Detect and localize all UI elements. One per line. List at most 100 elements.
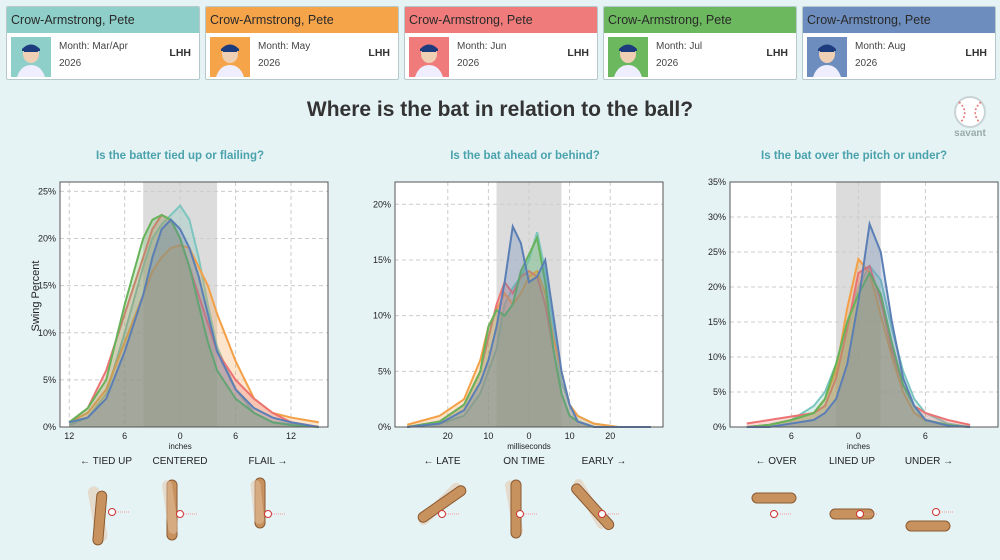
player-headshot — [210, 37, 250, 77]
x-tick-label: 6 — [122, 431, 127, 441]
y-tick-label: 10% — [373, 311, 391, 321]
card-month: Month: Mar/Apr — [59, 41, 128, 52]
player-headshot — [608, 37, 648, 77]
player-card-aug[interactable]: Crow-Armstrong, Pete Month: Aug 2026 LHH — [802, 6, 996, 80]
y-tick-label: 20% — [38, 234, 56, 244]
y-tick-label: 25% — [708, 247, 726, 257]
card-handedness: LHH — [567, 47, 589, 59]
plot-frame — [394, 181, 664, 428]
player-card-jun[interactable]: Crow-Armstrong, Pete Month: Jun 2026 LHH — [404, 6, 598, 80]
series-line-4 — [407, 223, 651, 428]
card-year: 2026 — [258, 58, 281, 69]
x-tick-label: 10 — [483, 431, 493, 441]
y-tick-label: 0% — [43, 422, 56, 432]
caption-tied-up: ← TIED UP — [79, 456, 133, 467]
plot-frame — [729, 181, 999, 428]
y-tick-label: 15% — [373, 255, 391, 265]
card-month: Month: Jun — [457, 41, 507, 52]
player-cards: Crow-Armstrong, Pete Month: Mar/Apr 2026… — [6, 6, 996, 80]
chart-title-ahead-behind: Is the bat ahead or behind? — [450, 150, 600, 162]
card-header: Crow-Armstrong, Pete — [7, 7, 199, 33]
x-axis-label: inches — [847, 442, 870, 451]
y-tick-label: 10% — [38, 328, 56, 338]
y-tick-label: 5% — [43, 375, 56, 385]
card-month: Month: Aug — [855, 41, 906, 52]
bat-early-illustration — [571, 479, 620, 531]
bat-on-time-illustration — [505, 479, 538, 539]
bat-late-illustration — [417, 482, 467, 526]
y-tick-label: 25% — [38, 186, 56, 196]
chart-tied-up-flailing: 0% 5% 10% 15% 20% 25% 12 6 0 6 12 inches — [38, 181, 329, 451]
player-card-jul[interactable]: Crow-Armstrong, Pete Month: Jul 2026 LHH — [603, 6, 797, 80]
card-handedness: LHH — [368, 47, 390, 59]
y-tick-label: 20% — [373, 199, 391, 209]
series-line-1 — [406, 269, 651, 428]
caption-lined-up: LINED UP — [828, 456, 876, 467]
series-area-3 — [69, 214, 319, 427]
bat-flail-illustration — [250, 477, 286, 529]
series-line-4 — [68, 218, 319, 428]
series-area-1 — [69, 245, 319, 427]
bat-tied-up-illustration — [87, 486, 130, 546]
series-line-3 — [68, 213, 319, 428]
caption-over: ← OVER — [755, 456, 797, 467]
x-tick-label: 0 — [856, 431, 861, 441]
y-tick-label: 5% — [713, 387, 726, 397]
baseball-logo-icon[interactable] — [948, 88, 992, 140]
bat-over-illustration — [751, 492, 797, 518]
bat-lined-up-illustration — [829, 508, 878, 520]
series-area-4 — [69, 219, 319, 427]
card-month: Month: Jul — [656, 41, 703, 52]
series-area-2 — [746, 266, 971, 427]
card-header: Crow-Armstrong, Pete — [405, 7, 597, 33]
caption-under: UNDER → — [904, 456, 954, 467]
bat-centered-illustration — [162, 479, 198, 541]
chart-over-under: 0% 5% 10% 15% 20% 25% 30% 35% 6 0 6 inches — [708, 177, 999, 451]
caption-flail: FLAIL → — [248, 456, 288, 467]
y-tick-label: 15% — [38, 281, 56, 291]
player-headshot — [409, 37, 449, 77]
series-area-4 — [407, 226, 651, 427]
card-header: Crow-Armstrong, Pete — [803, 7, 995, 33]
series-area-0 — [69, 205, 319, 427]
card-header: Crow-Armstrong, Pete — [206, 7, 398, 33]
card-header: Crow-Armstrong, Pete — [604, 7, 796, 33]
card-handedness: LHH — [766, 47, 788, 59]
card-handedness: LHH — [965, 47, 987, 59]
series-area-4 — [746, 224, 971, 427]
chart-title-over-under: Is the bat over the pitch or under? — [761, 150, 947, 162]
page-title: Where is the bat in relation to the ball… — [306, 98, 694, 121]
x-tick-label: 20 — [443, 431, 453, 441]
player-headshot — [11, 37, 51, 77]
series-area-3 — [746, 273, 971, 427]
series-area-2 — [407, 271, 651, 427]
y-tick-label: 30% — [708, 212, 726, 222]
player-card-mar-apr[interactable]: Crow-Armstrong, Pete Month: Mar/Apr 2026… — [6, 6, 200, 80]
player-card-may[interactable]: Crow-Armstrong, Pete Month: May 2026 LHH — [205, 6, 399, 80]
x-tick-label: 20 — [605, 431, 615, 441]
x-tick-label: 0 — [178, 431, 183, 441]
card-year: 2026 — [59, 58, 82, 69]
card-year: 2026 — [855, 58, 878, 69]
card-handedness: LHH — [169, 47, 191, 59]
y-tick-label: 0% — [713, 422, 726, 432]
series-area-2 — [69, 214, 319, 427]
card-month: Month: May — [258, 41, 311, 52]
y-tick-label: 10% — [708, 352, 726, 362]
y-tick-label: 15% — [708, 317, 726, 327]
x-tick-label: 6 — [923, 431, 928, 441]
card-year: 2026 — [656, 58, 679, 69]
plot-frame — [59, 181, 329, 428]
x-axis-label: inches — [169, 442, 192, 451]
series-area-3 — [407, 237, 651, 427]
caption-late: ← LATE — [423, 456, 461, 467]
series-line-0 — [746, 264, 971, 428]
y-tick-label: 20% — [708, 282, 726, 292]
series-area-0 — [407, 232, 651, 427]
x-tick-label: 12 — [64, 431, 74, 441]
series-area-1 — [746, 259, 971, 427]
x-tick-label: 10 — [565, 431, 575, 441]
x-tick-label: 12 — [286, 431, 296, 441]
series-line-4 — [746, 220, 971, 428]
caption-early: EARLY → — [581, 456, 627, 467]
